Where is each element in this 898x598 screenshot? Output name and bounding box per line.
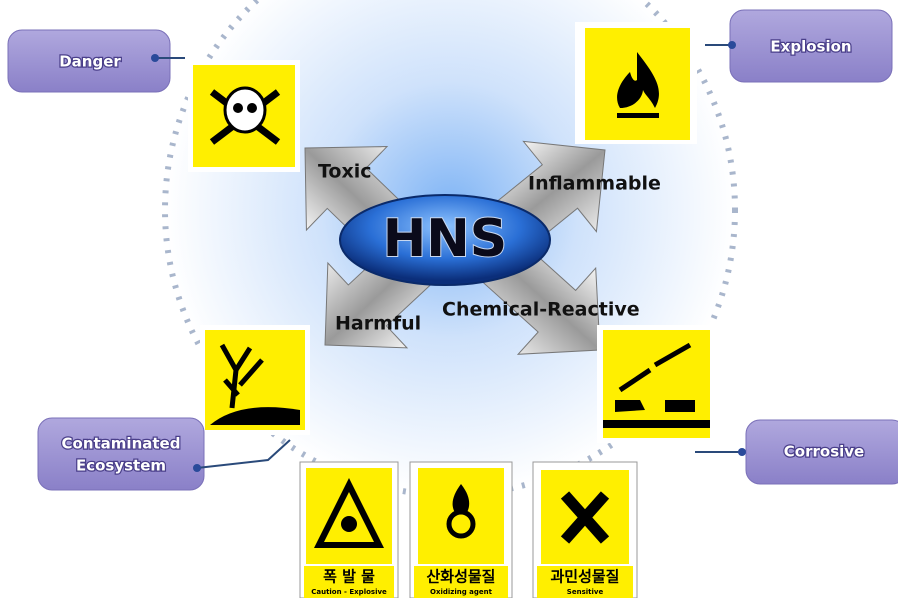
sign-title: 과민성물질 xyxy=(550,568,619,586)
skull-icon xyxy=(188,60,300,172)
sign: 폭 발 물 Caution - Explosive xyxy=(300,462,398,598)
flame-icon xyxy=(575,22,697,144)
callout-label: Ecosystem xyxy=(76,457,166,475)
sign-title: 산화성물질 xyxy=(426,568,495,586)
arrow-label: Harmful xyxy=(335,313,421,335)
arrow-label: Chemical-Reactive xyxy=(442,299,640,321)
arrow-label: Toxic xyxy=(318,161,372,183)
sign-caption: Caution - Explosive xyxy=(311,588,387,596)
callout-label: Danger xyxy=(59,53,121,71)
sign-caption: Sensitive xyxy=(567,588,604,596)
callout-label: Explosion xyxy=(770,38,851,56)
sign-title: 폭 발 물 xyxy=(323,568,375,586)
sign: 산화성물질 Oxidizing agent xyxy=(410,462,512,598)
sign: 과민성물질 Sensitive xyxy=(533,462,637,598)
diagram: HNS Toxic Inflammable Harmful Chemical-R… xyxy=(0,0,898,598)
corrosive-icon xyxy=(597,325,715,443)
callout-label: Corrosive xyxy=(784,443,864,461)
tree-icon xyxy=(200,325,310,435)
arrow-label: Inflammable xyxy=(528,173,661,195)
sign-caption: Oxidizing agent xyxy=(430,588,493,596)
center-label: HNS xyxy=(383,209,508,269)
callout-label: Contaminated xyxy=(62,435,181,453)
callout-box xyxy=(38,418,204,490)
